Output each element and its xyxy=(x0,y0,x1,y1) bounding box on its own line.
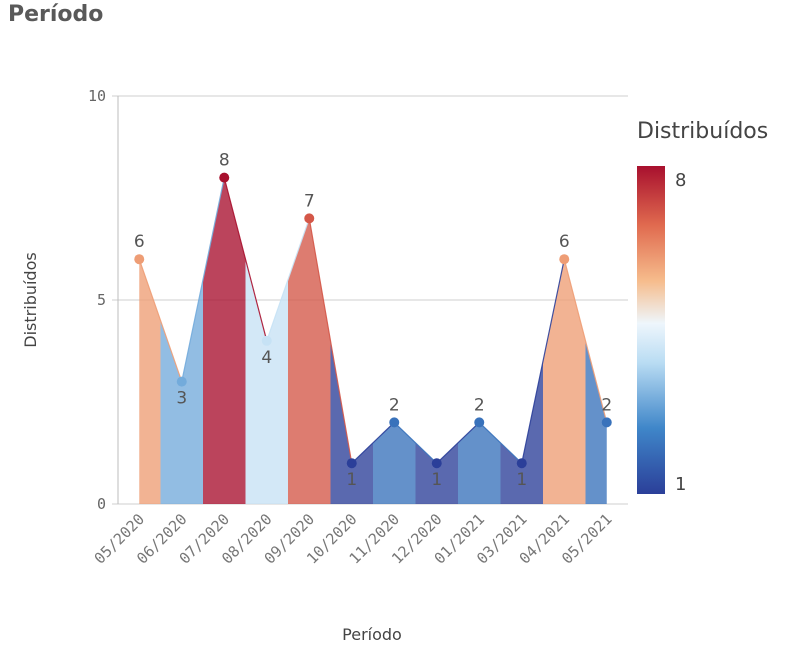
area-segments xyxy=(139,177,607,504)
data-point-05-2021[interactable] xyxy=(601,417,612,428)
data-label: 1 xyxy=(516,470,527,490)
area-segment-06-2020 xyxy=(160,279,203,504)
line-segment xyxy=(563,259,608,423)
data-label: 6 xyxy=(559,232,570,252)
data-point-08-2020[interactable] xyxy=(261,335,272,346)
area-segment-12-2020 xyxy=(415,442,458,504)
color-legend: Distribuídos 8 1 xyxy=(637,119,768,495)
line-segment xyxy=(478,421,523,464)
line-segment xyxy=(308,218,353,464)
data-label: 6 xyxy=(134,232,145,252)
line-segment xyxy=(521,259,565,464)
y-tick-label: 5 xyxy=(97,291,106,309)
line-segment xyxy=(138,259,183,382)
data-points xyxy=(134,172,612,469)
data-label: 4 xyxy=(261,348,272,368)
data-label: 2 xyxy=(474,395,485,415)
data-point-07-2020[interactable] xyxy=(219,172,230,183)
area-segment-04-2021 xyxy=(543,259,586,504)
area-segment-05-2020 xyxy=(139,259,161,504)
data-point-05-2020[interactable] xyxy=(134,254,145,265)
area-segment-08-2020 xyxy=(245,259,288,504)
area-segment-10-2020 xyxy=(330,340,373,504)
line-segment xyxy=(393,421,438,464)
data-point-01-2021[interactable] xyxy=(474,417,485,428)
data-label: 7 xyxy=(304,191,315,211)
legend-title: Distribuídos xyxy=(637,119,768,144)
y-tick-label: 0 xyxy=(97,495,106,513)
data-label: 1 xyxy=(431,470,442,490)
data-label: 1 xyxy=(346,470,357,490)
data-point-04-2021[interactable] xyxy=(559,254,570,265)
area-segment-05-2021 xyxy=(585,340,607,504)
area-segment-03-2021 xyxy=(500,361,543,504)
line-segment xyxy=(223,177,268,341)
line-segment xyxy=(351,421,395,464)
line-segment xyxy=(436,421,480,464)
x-axis-label: Período xyxy=(342,625,402,644)
y-axis-label: Distribuídos xyxy=(21,252,40,347)
legend-gradient-bar xyxy=(637,166,665,494)
y-tick-label: 10 xyxy=(88,87,106,105)
data-label: 3 xyxy=(176,389,187,409)
legend-min-label: 1 xyxy=(675,474,686,495)
page-title: Período xyxy=(8,2,104,27)
data-point-09-2020[interactable] xyxy=(304,213,315,224)
legend-max-label: 8 xyxy=(675,170,686,191)
data-point-11-2020[interactable] xyxy=(389,417,400,428)
data-point-12-2020[interactable] xyxy=(431,458,442,469)
series-line xyxy=(138,177,608,464)
line-segment xyxy=(181,177,225,382)
data-point-03-2021[interactable] xyxy=(516,458,527,469)
data-label: 2 xyxy=(601,395,612,415)
area-segment-09-2020 xyxy=(288,218,331,504)
area-segment-11-2020 xyxy=(373,422,416,504)
data-label: 8 xyxy=(219,151,230,171)
data-labels: 6 3 8 4 7 1 2 1 2 1 6 2 xyxy=(134,151,612,491)
area-segment-07-2020 xyxy=(203,177,246,504)
line-segment xyxy=(266,218,310,341)
area-segment-01-2021 xyxy=(458,422,501,504)
data-point-10-2020[interactable] xyxy=(346,458,357,469)
data-point-06-2020[interactable] xyxy=(176,376,187,387)
data-label: 2 xyxy=(389,395,400,415)
